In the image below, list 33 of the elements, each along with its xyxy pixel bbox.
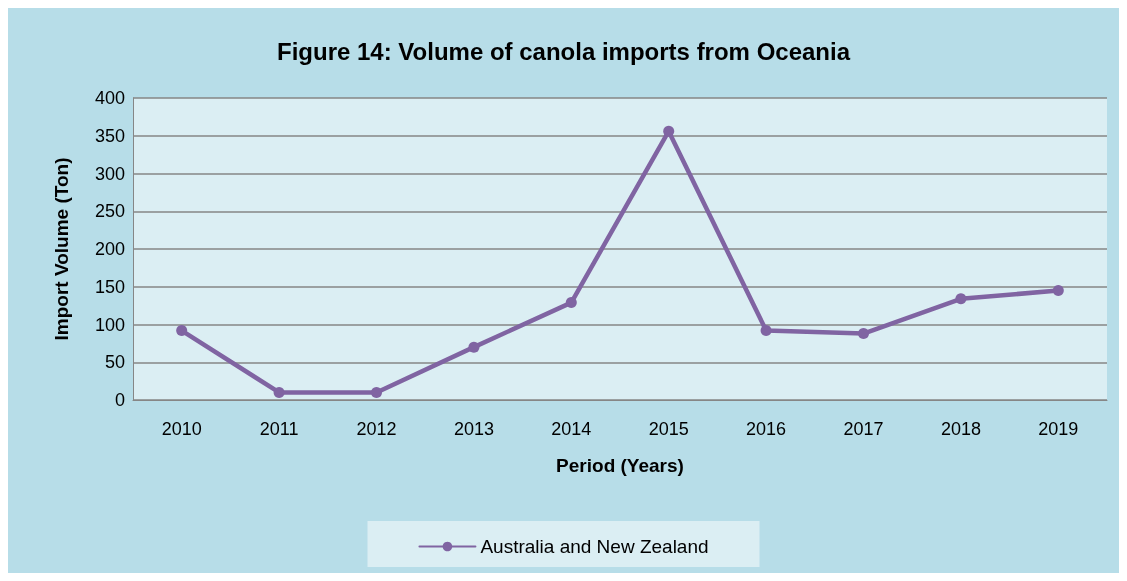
x-tick-label: 2019	[1038, 419, 1079, 439]
point	[1052, 285, 1064, 297]
y-tick-label: 100	[94, 314, 125, 335]
point	[468, 341, 480, 353]
chart-title: Figure 14: Volume of canola imports from Oceania	[276, 37, 851, 65]
y-tick-label: 0	[114, 390, 125, 410]
x-tick-label: 2013	[453, 419, 494, 439]
x-axis-title: Period (Years)	[556, 455, 684, 476]
x-tick-label: 2018	[940, 419, 981, 439]
x-tick-label: 2016	[746, 419, 787, 439]
point	[176, 325, 188, 337]
y-tick-label: 400	[94, 88, 125, 108]
point	[760, 325, 772, 337]
x-tick-label: 2010	[161, 419, 202, 439]
y-tick-label: 350	[94, 125, 125, 146]
point	[663, 125, 675, 137]
legend-label: Australia and New Zealand	[480, 536, 709, 557]
x-tick-label: 2012	[356, 419, 397, 439]
point	[371, 386, 382, 398]
x-tick-label: 2014	[551, 419, 592, 439]
y-axis-title: Import Volume (Ton)	[51, 157, 72, 341]
x-tick-label: 2015	[648, 419, 689, 439]
point	[273, 386, 285, 398]
y-tick-label: 200	[94, 239, 125, 259]
point	[858, 328, 869, 340]
point	[565, 297, 577, 309]
point	[955, 293, 967, 305]
y-tick-label: 300	[94, 163, 125, 184]
y-tick-label: 150	[94, 276, 125, 297]
y-tick-label: 50	[104, 352, 125, 373]
x-tick-label: 2017	[843, 419, 884, 439]
y-tick-label: 250	[94, 201, 125, 222]
x-tick-label: 2011	[259, 419, 299, 439]
